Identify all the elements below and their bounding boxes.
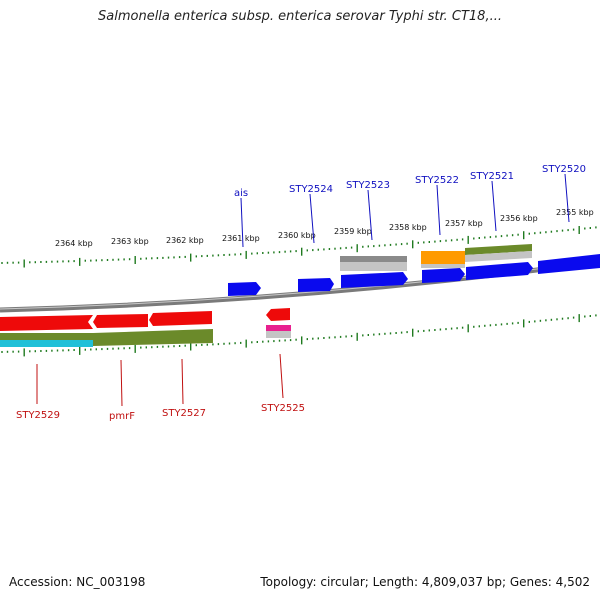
map-title: Salmonella enterica subsp. enterica sero…: [98, 9, 502, 24]
olive-feature: [465, 244, 532, 255]
feature-track-lower: [0, 325, 291, 347]
gene-arrow-pmrF: [93, 314, 148, 328]
gene-label-pmrF: pmrF: [109, 411, 135, 422]
gene-arrow-STY2527: [149, 311, 212, 326]
gene-arrow-STY2520: [538, 254, 600, 274]
olive-feature: [0, 333, 93, 341]
gene-arrow-STY2529: [0, 315, 93, 331]
kbp-label: 2362 kbp: [166, 236, 204, 245]
magenta-feature: [266, 325, 291, 331]
gene-arrow-STY2522: [422, 268, 465, 283]
gene-label-STY2522: STY2522: [415, 175, 459, 186]
gray-feature: [340, 262, 407, 271]
kbp-label: 2355 kbp: [556, 208, 594, 217]
forward-genes: [228, 254, 600, 296]
cyan-feature: [0, 340, 93, 347]
gray-feature: [340, 256, 407, 262]
gene-label-STY2520: STY2520: [542, 164, 586, 175]
kbp-label: 2356 kbp: [500, 214, 538, 223]
gene-arrow-STY2521: [466, 262, 533, 280]
scale-ticks-top: [1, 226, 597, 268]
gene-label-STY2527: STY2527: [162, 408, 206, 419]
gray-feature: [421, 264, 465, 268]
gene-label-STY2525: STY2525: [261, 403, 305, 414]
kbp-label: 2361 kbp: [222, 234, 260, 243]
kbp-label: 2357 kbp: [445, 219, 483, 228]
feature-track-upper: [340, 244, 532, 271]
topology-label: Topology: circular; Length: 4,809,037 bp…: [260, 575, 590, 589]
kbp-label: 2358 kbp: [389, 223, 427, 232]
kbp-label: 2360 kbp: [278, 231, 316, 240]
gene-arrow-STY2524: [298, 278, 334, 292]
gene-arrow-ais: [228, 282, 261, 296]
kbp-label: 2364 kbp: [55, 239, 93, 248]
leader-lines: [36, 173, 570, 407]
reverse-genes: [0, 308, 290, 331]
gene-label-STY2529: STY2529: [16, 410, 60, 421]
kbp-label: 2359 kbp: [334, 227, 372, 236]
gene-label-STY2523: STY2523: [346, 180, 390, 191]
orange-feature: [421, 251, 465, 264]
scale-ticks-bottom: [1, 314, 597, 357]
gene-label-STY2524: STY2524: [289, 184, 333, 195]
gene-arrow-STY2523: [341, 272, 408, 288]
gene-label-ais: ais: [234, 188, 248, 199]
olive-feature: [93, 329, 213, 346]
gene-arrow-STY2525: [266, 308, 290, 321]
gene-labels: ais STY2524 STY2523 STY2522 STY2521 STY2…: [16, 164, 586, 422]
gene-label-STY2521: STY2521: [470, 171, 514, 182]
gray-feature: [465, 251, 532, 262]
accession-label: Accession: NC_003198: [9, 575, 146, 589]
kbp-labels: 2355 kbp 2356 kbp 2357 kbp 2358 kbp 2359…: [55, 208, 594, 248]
gray-feature: [266, 331, 291, 338]
kbp-label: 2363 kbp: [111, 237, 149, 246]
